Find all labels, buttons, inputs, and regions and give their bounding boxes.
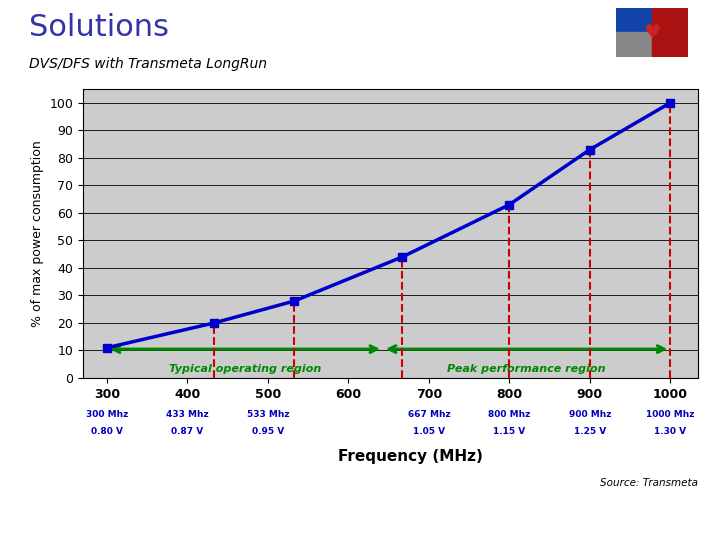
Text: 1000 Mhz: 1000 Mhz <box>646 410 694 419</box>
Y-axis label: % of max power consumption: % of max power consumption <box>31 140 44 327</box>
Text: 1.25 V: 1.25 V <box>574 427 606 436</box>
Text: Peak performance region: Peak performance region <box>447 364 606 374</box>
Bar <box>616 8 652 32</box>
Text: 433 Mhz: 433 Mhz <box>166 410 209 419</box>
Text: 42: 42 <box>686 511 709 529</box>
Text: Solutions: Solutions <box>29 14 168 43</box>
Bar <box>652 32 688 57</box>
Text: 900 Mhz: 900 Mhz <box>569 410 611 419</box>
Text: 0.80 V: 0.80 V <box>91 427 123 436</box>
Text: 1.30 V: 1.30 V <box>654 427 686 436</box>
Text: Sill Torres: Microelectronics: Sill Torres: Microelectronics <box>11 513 207 526</box>
Text: 0.95 V: 0.95 V <box>252 427 284 436</box>
Text: 300 Mhz: 300 Mhz <box>86 410 128 419</box>
Text: 0.87 V: 0.87 V <box>171 427 204 436</box>
Text: 1.15 V: 1.15 V <box>493 427 526 436</box>
Text: Source: Transmeta: Source: Transmeta <box>600 478 698 488</box>
Text: 667 Mhz: 667 Mhz <box>408 410 450 419</box>
Bar <box>652 8 688 32</box>
Text: Frequency (MHz): Frequency (MHz) <box>338 449 483 464</box>
Text: Typical operating region: Typical operating region <box>168 364 321 374</box>
Bar <box>616 32 652 57</box>
Text: ♥: ♥ <box>643 23 660 42</box>
Text: DVS/DFS with Transmeta LongRun: DVS/DFS with Transmeta LongRun <box>29 57 267 71</box>
Text: 1.05 V: 1.05 V <box>413 427 445 436</box>
Text: 533 Mhz: 533 Mhz <box>247 410 289 419</box>
Text: 800 Mhz: 800 Mhz <box>488 410 531 419</box>
